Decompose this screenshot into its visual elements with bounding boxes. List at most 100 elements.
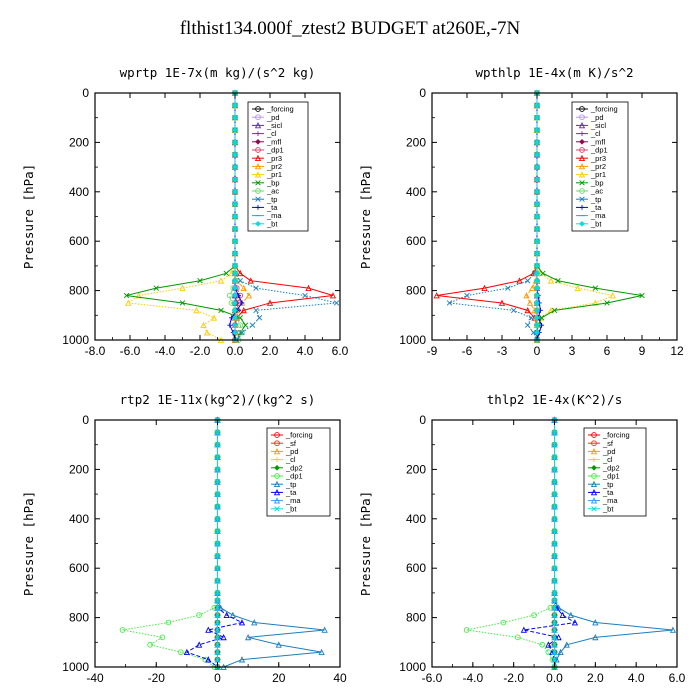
data-point [318,648,325,656]
legend-marker [273,480,281,488]
legend-item: _sf [588,439,614,448]
legend-item: _pr3 [252,154,282,163]
legend-item: _mfl [576,137,606,146]
x-tick-label: 0 [534,344,541,358]
data-point [240,306,247,314]
data-point [528,315,534,321]
panel-thlp2: thlp2 1E-4x(K^2)/s Pressure [hPa] -6.0 -4.0… [358,392,686,685]
panel-title: wpthlp 1E-4x(m K)/s^2 [475,65,633,80]
y-tick-label: 800 [69,284,89,298]
data-point [214,612,221,618]
data-point [592,299,599,306]
legend-label: _ta [266,203,278,212]
data-point [159,634,166,641]
data-point [464,292,470,299]
legend-item: _ta [252,203,278,212]
y-tick-label: 0 [82,86,89,100]
data-point [520,626,528,633]
data-point [214,528,221,534]
series-markers-bt [214,417,221,670]
x-tick-label: -3 [497,344,508,358]
legend-marker [274,457,280,462]
data-point [227,322,233,328]
y-tick-label: 600 [69,561,89,575]
data-point [214,656,221,663]
legend-marker [255,196,261,202]
legend-label: _bt [285,504,297,513]
data-point [217,604,224,611]
legend-label: _tp [602,480,613,489]
data-point [211,604,218,611]
series-markers-bt [551,417,558,670]
legend-item: _bp [576,178,604,187]
legend-label: _cl [266,129,277,138]
data-point [214,540,221,547]
data-point [251,619,258,626]
series-line-ta [185,420,244,668]
figure-title: flthist134.000f_ztest2 BUDGET at260E,-7N [179,18,521,39]
data-point [237,269,244,277]
data-point [534,188,540,195]
data-point [551,429,558,436]
x-tick-label: -4.0 [155,344,176,358]
legend-item: _cl [252,129,277,138]
x-tick-label: -2.0 [503,671,524,685]
data-point [551,627,558,633]
data-point [321,626,328,633]
x-tick-label: 6.0 [332,344,349,358]
data-point [232,285,238,291]
data-point [433,292,440,299]
legend-marker [591,457,597,462]
legend-marker [254,154,262,162]
x-tick-label: 4.0 [297,344,314,358]
data-point [226,292,233,299]
data-point [574,284,581,291]
data-point [551,528,558,534]
legend-label: _pr2 [266,162,282,171]
legend-item: _mfl [252,137,282,146]
data-point [253,307,259,314]
series-markers-pr1 [125,89,239,343]
data-point [232,263,238,269]
legend-marker [255,114,261,121]
data-point [333,300,340,306]
data-point [539,322,545,328]
data-point [534,213,540,220]
legend-item: _tp [588,480,613,489]
y-axis-label: Pressure [hPa] [21,164,36,269]
data-point [214,553,221,559]
x-tick-label: -9 [427,344,438,358]
legend-item: _pd [252,113,280,122]
y-tick-label: 400 [69,185,89,199]
legend-marker [274,432,280,438]
legend-label: _ac [266,187,279,196]
legend-label: _sf [602,439,614,448]
data-point [214,577,221,584]
legend-item: _dp1 [588,472,620,481]
data-point [305,284,312,291]
legend-label: _dp2 [602,463,620,472]
data-point [530,329,537,336]
data-point [214,454,221,460]
data-point [266,299,274,306]
legend-item: _bt [271,504,297,513]
y-tick-label: 800 [406,611,426,625]
y-axis-label: Pressure [hPa] [21,491,36,596]
data-point [551,479,558,485]
legend-marker [578,162,586,170]
legend-label: _bt [266,219,278,228]
data-point [239,329,245,336]
data-point [329,292,337,299]
x-tick-label: 2.0 [262,344,279,358]
data-point [545,641,552,648]
x-tick-label: 9 [639,344,646,358]
legend-marker [255,138,261,145]
data-point [232,329,238,336]
legend-marker [579,147,585,153]
data-point [214,466,221,473]
legend-label: _forcing [285,431,313,440]
legend-item: _bt [576,219,602,228]
legend-marker [591,506,597,512]
legend-marker [273,497,281,504]
